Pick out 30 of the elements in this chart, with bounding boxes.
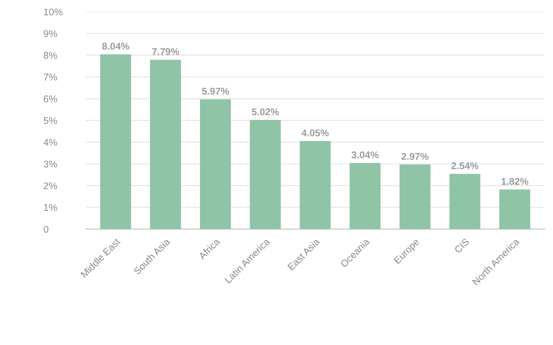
y-tick-label: 0	[44, 226, 48, 233]
y-tick-label: 2%	[44, 182, 58, 190]
bar	[449, 174, 480, 230]
data-label: 4.05%	[302, 129, 329, 136]
bar	[400, 164, 430, 230]
bar	[250, 120, 281, 230]
y-tick-label: 8%	[44, 52, 58, 59]
y-tick-label: 4%	[44, 138, 58, 146]
data-label: 7.79%	[152, 48, 180, 56]
y-tick-label: 9%	[44, 30, 58, 38]
bar	[150, 60, 182, 230]
data-label: 2.54%	[451, 162, 478, 170]
y-tick-label: 10%	[44, 8, 62, 16]
bar	[200, 99, 231, 230]
y-tick-label: 1%	[44, 204, 58, 211]
bar	[300, 141, 331, 230]
y-tick-label: 6%	[44, 95, 58, 102]
data-label: 3.04%	[352, 151, 379, 158]
data-label: 5.97%	[202, 88, 229, 95]
data-label: 8.04%	[102, 42, 130, 50]
bar	[499, 190, 530, 230]
bar	[100, 54, 132, 230]
data-label: 1.82%	[502, 178, 528, 185]
y-tick-label: 3%	[44, 160, 58, 168]
data-label: 5.02%	[252, 108, 279, 116]
bar	[350, 163, 381, 230]
y-tick-label: 7%	[44, 74, 58, 81]
x-tick-label: CIS	[454, 238, 470, 254]
y-tick-label: 5%	[44, 117, 58, 124]
data-label: 2.97%	[402, 152, 429, 160]
